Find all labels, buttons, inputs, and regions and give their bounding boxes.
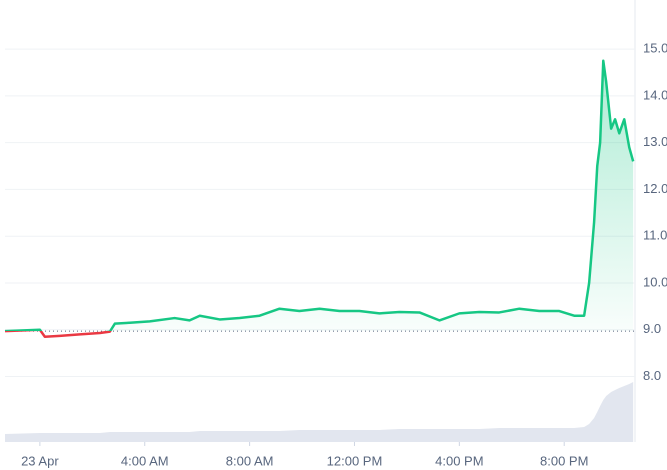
volume-area <box>5 382 634 442</box>
y-tick-label: 9.0 <box>643 321 661 336</box>
y-tick-label: 10.0 <box>643 274 667 289</box>
y-tick-label: 14.0 <box>643 87 667 102</box>
y-tick-label: 11.0 <box>643 228 667 243</box>
x-tick-label: 23 Apr <box>21 453 59 468</box>
y-tick-label: 13.0 <box>643 134 667 149</box>
x-tick-label: 8:00 PM <box>540 453 588 468</box>
x-tick-label: 4:00 PM <box>435 453 483 468</box>
x-tick-label: 4:00 AM <box>121 453 169 468</box>
y-tick-label: 12.0 <box>643 181 667 196</box>
x-tick-label: 12:00 PM <box>327 453 383 468</box>
price-line <box>4 59 635 339</box>
x-tick-label: 8:00 AM <box>226 453 274 468</box>
y-tick-label: 15.0 <box>643 41 667 56</box>
y-tick-label: 8.0 <box>643 368 661 383</box>
price-area <box>5 60 634 332</box>
